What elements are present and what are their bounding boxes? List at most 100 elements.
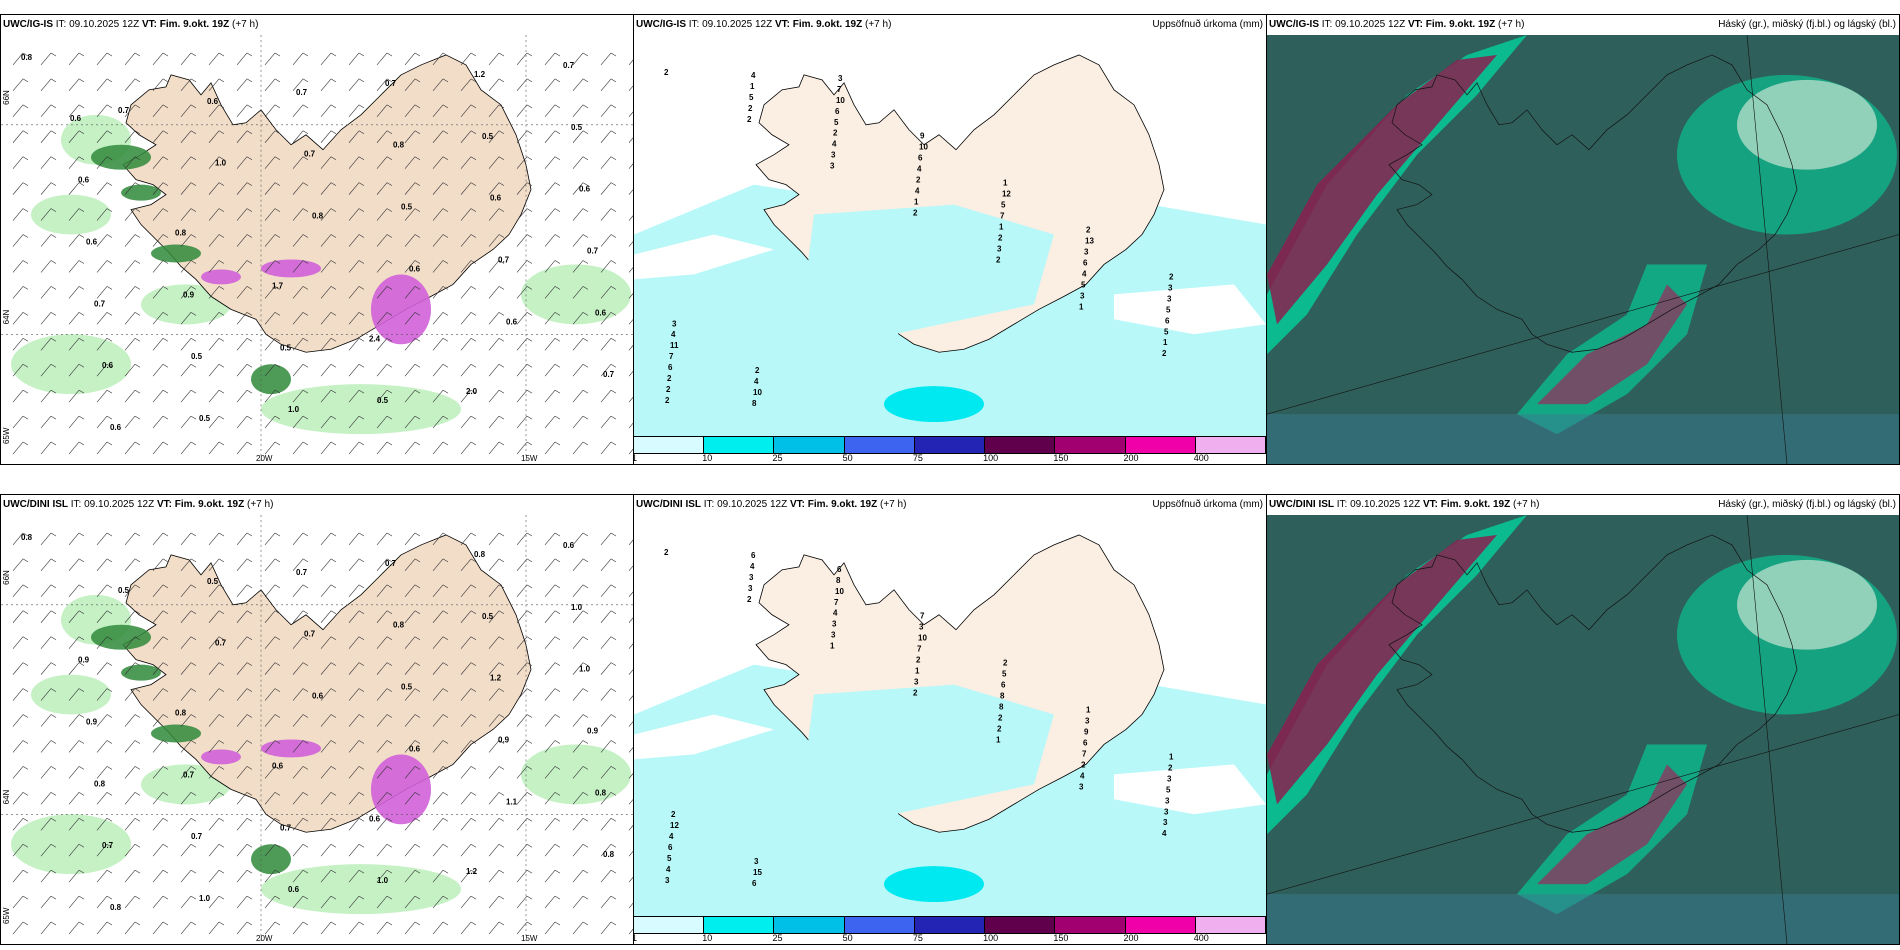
accum-value-label: 12 (670, 821, 679, 830)
precip-value-label: 0.6 (272, 761, 284, 770)
lon-label: 20W (256, 934, 273, 943)
precip-value-label: 0.7 (603, 370, 615, 379)
panel-title: Uppsöfnuð úrkoma (mm) (1152, 19, 1263, 30)
accum-value-label: 1 (1003, 179, 1008, 188)
precip-value-label: 0.6 (409, 744, 421, 753)
accum-value-label: 2 (1003, 659, 1008, 668)
accum-value-label: 2 (664, 548, 669, 557)
lat-label: 66N (2, 570, 11, 585)
accum-value-label: 5 (834, 118, 839, 127)
accum-value-label: 2 (665, 396, 670, 405)
model-name: UWC/DINI ISL (3, 499, 68, 510)
panel-header: UWC/IG-IS IT: 09.10.2025 12Z VT: Fim. 9.… (1267, 15, 1899, 35)
accum-value-label: 6 (752, 879, 757, 888)
accum-value-label: 3 (665, 876, 670, 885)
accum-value-label: 4 (666, 865, 671, 874)
accum-value-label: 3 (838, 74, 843, 83)
accum-value-label: 5 (667, 854, 672, 863)
precip-value-label: 0.5 (191, 352, 203, 361)
accum-value-label: 3 (1163, 818, 1168, 827)
accum-value-label: 1 (999, 223, 1004, 232)
precip-value-label: 0.6 (579, 185, 591, 194)
precip-value-label: 0.8 (595, 788, 607, 797)
precip-value-label: 2.4 (369, 334, 381, 343)
map-clouds (1267, 515, 1899, 944)
accum-value-label: 5 (1166, 305, 1171, 314)
accum-value-label: 1 (996, 735, 1001, 744)
precip-value-label: 0.5 (401, 683, 413, 692)
accum-value-label: 10 (919, 143, 928, 152)
precip-colorbar: 1 10 25 50 75 100 150 200 400 (634, 436, 1266, 464)
accum-value-label: 3 (754, 857, 759, 866)
precip-colorbar: 1 10 25 50 75 100 150 200 400 (634, 916, 1266, 944)
accum-value-label: 4 (754, 377, 759, 386)
it-value: 09.10.2025 12Z (717, 499, 788, 510)
precip-value-label: 1.2 (490, 674, 502, 683)
accum-value-label: 4 (915, 187, 920, 196)
precip-value-label: 0.8 (175, 709, 187, 718)
accum-value-label: 7 (1000, 212, 1005, 221)
accum-value-label: 15 (753, 868, 762, 877)
model-name: UWC/DINI ISL (636, 499, 701, 510)
accum-value-label: 2 (1086, 226, 1091, 235)
precip-value-label: 0.8 (603, 850, 615, 859)
panel-accum-precip-row2: UWC/DINI ISL IT: 09.10.2025 12Z VT: Fim.… (633, 494, 1267, 945)
it-label: IT: (70, 499, 82, 510)
precip-value-label: 0.8 (393, 621, 405, 630)
accum-value-label: 6 (668, 363, 673, 372)
panel-accum-precip-row1: UWC/IG-IS IT: 09.10.2025 12Z VT: Fim. 9.… (633, 14, 1267, 465)
colorbar-swatch (914, 917, 986, 933)
colorbar-swatch (914, 437, 986, 453)
accum-value-label: 6 (668, 843, 673, 852)
accum-value-label: 2 (667, 374, 672, 383)
precip-value-label: 0.5 (118, 586, 130, 595)
panel-header: UWC/DINI ISL IT: 09.10.2025 12Z VT: Fim.… (1, 495, 633, 515)
lead-time: (+7 h) (1498, 19, 1525, 30)
accum-value-label: 8 (999, 703, 1004, 712)
precip-value-label: 0.6 (70, 114, 82, 123)
accum-value-label: 8 (1000, 692, 1005, 701)
accum-value-label: 2 (916, 656, 921, 665)
colorbar-swatch (774, 917, 845, 933)
precip-value-label: 0.7 (183, 770, 195, 779)
model-name: UWC/DINI ISL (1269, 499, 1334, 510)
panel-title: Háský (gr.), miðský (fj.bl.) og lágský (… (1718, 499, 1896, 510)
panel-header: UWC/DINI ISL IT: 09.10.2025 12Z VT: Fim.… (634, 495, 1266, 515)
accum-value-label: 2 (997, 724, 1002, 733)
accum-value-label: 2 (998, 233, 1003, 242)
colorbar-swatch (1195, 437, 1266, 453)
accum-value-label: 3 (1085, 716, 1090, 725)
precip-value-label: 2.0 (466, 387, 478, 396)
vt-value: Fim. 9.okt. 19Z (1440, 499, 1511, 510)
precip-value-label: 0.9 (498, 735, 510, 744)
accum-value-label: 5 (1081, 280, 1086, 289)
accum-value-label: 3 (1168, 283, 1173, 292)
accum-value-label: 2 (747, 595, 752, 604)
precip-value-label: 0.8 (312, 212, 324, 221)
colorbar-tick-label: 1 (634, 453, 637, 463)
accum-value-label: 9 (1084, 727, 1089, 736)
vt-value: Fim. 9.okt. 19Z (174, 499, 245, 510)
accum-value-label: 1 (1079, 302, 1084, 311)
colorbar-swatch (985, 437, 1056, 453)
accum-value-label: 5 (749, 93, 754, 102)
map-accum-precip: 2 2 1 2 1 3 4 3 3 3 3 2 4 3 4 3 3 1 2 2 3 5 4 4 2 8 7 3 6 6 7 7 8 6 5 4 6 10 1… (634, 515, 1266, 916)
accum-value-label: 3 (749, 573, 754, 582)
accum-value-label: 2 (1081, 760, 1086, 769)
accum-value-label: 4 (832, 140, 837, 149)
precip-value-label: 0.7 (385, 559, 397, 568)
accum-value-label: 2 (666, 385, 671, 394)
precip-value-label: 0.7 (191, 832, 203, 841)
accum-value-label: 3 (919, 623, 924, 632)
colorbar-swatch (704, 917, 775, 933)
accum-value-label: 7 (837, 85, 842, 94)
precip-value-label: 0.6 (409, 264, 421, 273)
accum-value-label: 2 (755, 366, 760, 375)
panel-clouds-row2: UWC/DINI ISL IT: 09.10.2025 12Z VT: Fim.… (1266, 494, 1900, 945)
accum-value-label: 3 (1167, 294, 1172, 303)
precip-value-label: 0.6 (595, 308, 607, 317)
it-label: IT: (55, 19, 67, 30)
colorbar-tick-label: 1 (634, 933, 637, 943)
accum-value-label: 10 (753, 388, 762, 397)
vt-label: VT: (774, 19, 790, 30)
